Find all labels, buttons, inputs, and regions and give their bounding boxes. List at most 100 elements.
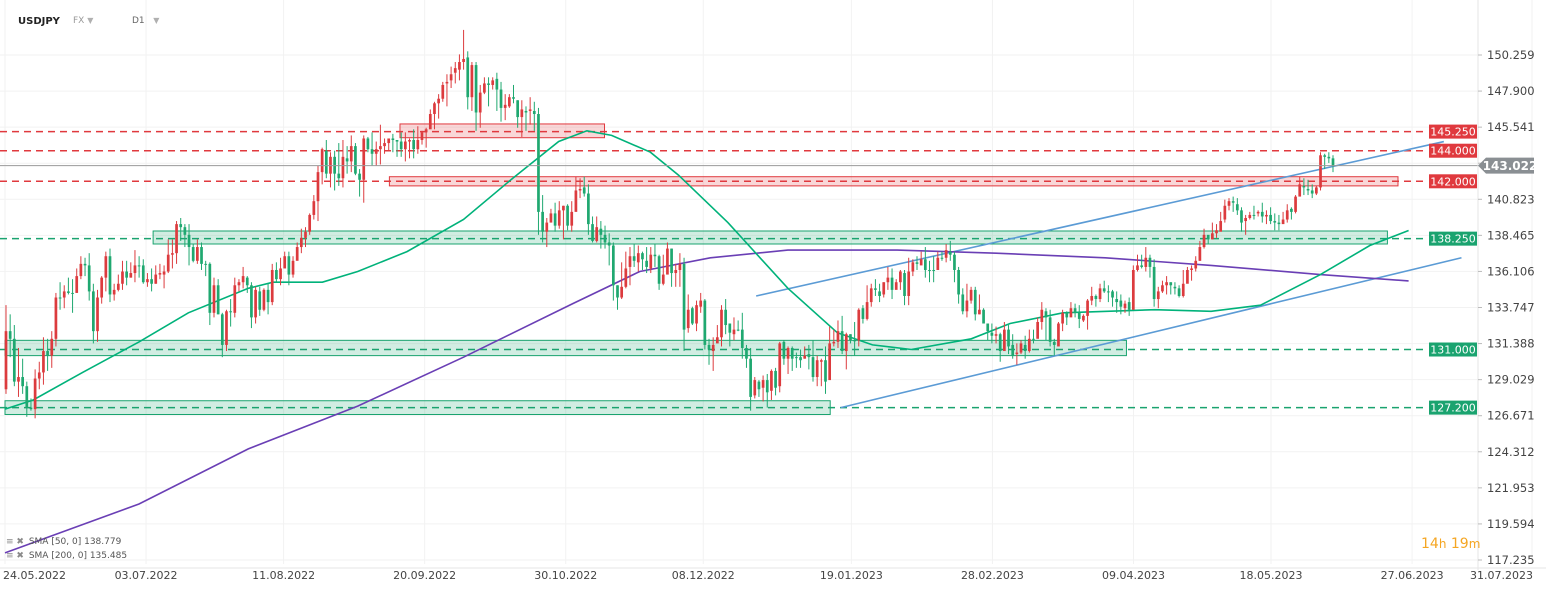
y-tick-label: 126.671: [1487, 409, 1535, 423]
candle-body: [337, 173, 341, 179]
candle-body: [819, 360, 823, 362]
candle-body: [12, 338, 16, 382]
candle-body: [191, 247, 195, 261]
y-tick-label: 131.388: [1487, 337, 1535, 351]
candle-body: [1248, 214, 1252, 218]
candle-body: [711, 344, 715, 352]
candle-body: [374, 149, 378, 154]
candle-body: [865, 302, 869, 319]
candle-body: [649, 254, 653, 269]
candle-body: [894, 282, 898, 290]
candle-body: [71, 292, 74, 294]
candle-body: [1065, 312, 1069, 318]
candle-body: [458, 62, 461, 70]
candle-body: [595, 227, 599, 241]
candle-body: [686, 309, 690, 329]
candle-body: [424, 129, 428, 133]
menu-close-icon[interactable]: ≡ ✖: [6, 551, 24, 561]
legend-sma200[interactable]: ≡ ✖ SMA [200, 0] 135.485: [6, 551, 127, 561]
candle-body: [849, 334, 852, 341]
legend-sma50-label: SMA [50, 0] 138.779: [28, 537, 122, 547]
candle-body: [720, 309, 723, 338]
candle-body: [349, 146, 353, 162]
level-tag: [1429, 143, 1477, 158]
candle-body: [624, 268, 628, 287]
candle-body: [1302, 185, 1306, 188]
timeframe-selector[interactable]: D1 ▼: [132, 16, 160, 26]
candle-body: [923, 259, 927, 270]
candle-body: [911, 262, 915, 272]
candle-body: [474, 65, 478, 113]
candle-body: [1294, 196, 1297, 212]
market-label[interactable]: FX ▼: [73, 16, 94, 26]
candle-body: [740, 329, 744, 348]
candle-body: [691, 308, 694, 324]
candle-body: [104, 256, 108, 278]
candle-body: [878, 291, 881, 296]
candle-body: [857, 309, 861, 341]
candle-body: [778, 343, 782, 387]
candle-body: [1094, 295, 1098, 300]
candle-body: [1086, 300, 1089, 316]
candle-body: [8, 331, 12, 339]
candle-body: [1190, 268, 1193, 270]
legend-sma50[interactable]: ≡ ✖ SMA [50, 0] 138.779: [6, 537, 121, 547]
candle-body: [445, 81, 449, 84]
candle-body: [1152, 266, 1156, 300]
candle-body: [969, 289, 973, 301]
candle-body: [1148, 257, 1152, 267]
candle-body: [844, 334, 848, 352]
candle-body: [915, 262, 919, 264]
candle-body: [112, 289, 116, 295]
current-price-tag: [1478, 157, 1534, 174]
moving-averages: [4, 129, 1409, 554]
candle-body: [957, 269, 960, 295]
candle-body: [782, 341, 786, 359]
candle-body: [395, 140, 399, 142]
candle-body: [304, 231, 307, 238]
candle-body: [17, 377, 20, 382]
candle-body: [37, 372, 41, 379]
candle-body: [200, 247, 203, 264]
y-tick-label: 117.235: [1487, 553, 1535, 567]
candle-body: [179, 224, 183, 228]
candle-body: [932, 269, 936, 271]
candle-body: [245, 277, 249, 286]
candle-body: [428, 114, 432, 130]
candle-body: [441, 84, 445, 99]
candle-body: [724, 309, 728, 326]
candle-body: [645, 260, 648, 267]
candle-body: [204, 263, 208, 265]
candle-body: [1082, 315, 1085, 321]
candle-body: [453, 68, 457, 73]
candle-body: [1235, 204, 1239, 211]
x-tick-label: 27.06.2023: [1381, 569, 1444, 582]
candle-body: [233, 285, 237, 313]
candle-body: [291, 260, 295, 275]
candle-body: [137, 265, 141, 267]
candle-body: [1227, 201, 1231, 206]
candle-body: [807, 354, 811, 358]
symbol-label[interactable]: USDJPY: [18, 16, 60, 27]
x-tick-label: 18.05.2023: [1240, 569, 1303, 582]
chevron-down-icon: ▼: [87, 16, 94, 25]
candle-body: [524, 110, 528, 113]
candle-body: [1165, 282, 1168, 286]
candle-body: [341, 156, 345, 179]
candle-body: [828, 343, 832, 381]
candle-body: [1098, 288, 1102, 300]
candle-body: [636, 253, 640, 263]
candle-body: [279, 268, 282, 280]
candle-body: [1298, 184, 1302, 197]
candle-body: [591, 224, 594, 241]
candle-body: [562, 205, 565, 211]
candle-body: [250, 285, 253, 318]
y-tick-label: 145.541: [1487, 120, 1535, 134]
candle-body: [270, 269, 274, 303]
candle-body: [973, 289, 977, 315]
level-tag: [1429, 342, 1477, 357]
candle-body: [100, 277, 104, 298]
candle-body: [1215, 230, 1218, 234]
menu-close-icon[interactable]: ≡ ✖: [6, 537, 24, 547]
